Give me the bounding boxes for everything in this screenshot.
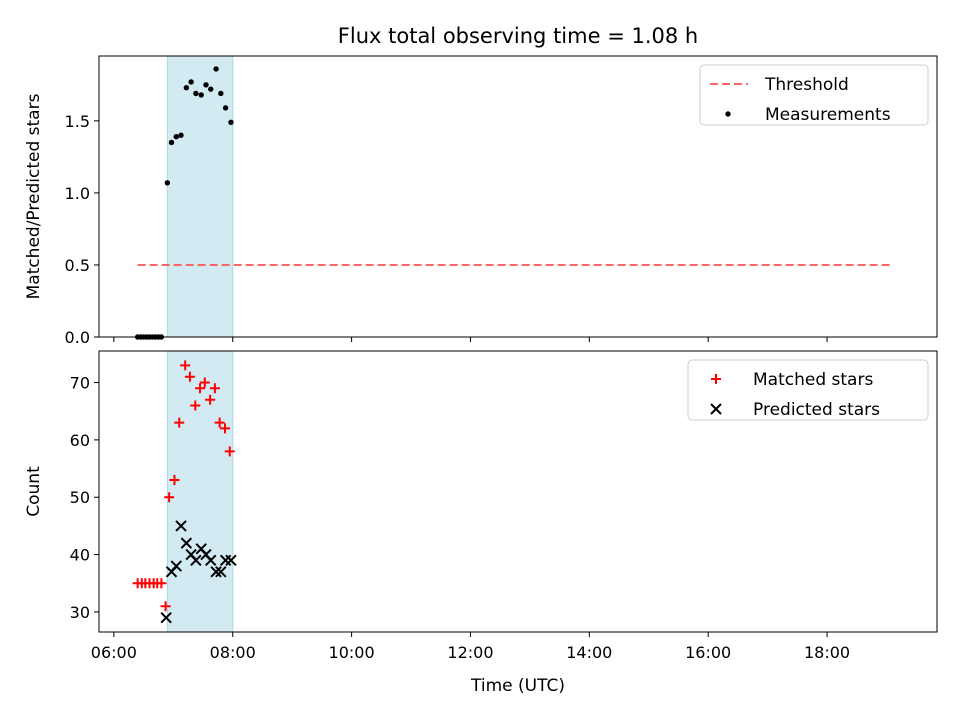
- matched-stars-point: [169, 475, 180, 486]
- top-ytick-label: 0.5: [65, 256, 90, 275]
- measurement-point: [188, 79, 194, 85]
- xtick-label: 18:00: [804, 643, 850, 662]
- predicted-stars-point: [210, 566, 222, 578]
- legend-label: Measurements: [765, 105, 891, 125]
- bottom-ytick-label: 60: [70, 431, 90, 450]
- measurement-point: [208, 86, 214, 92]
- matched-stars-point: [199, 377, 210, 388]
- bottom-panel: 30 40 50 60 70 06:00 08:00 10:00 12:00 14:00 16:00…: [70, 350, 938, 662]
- measurement-point: [218, 90, 224, 97]
- legend-measurements-handle: [725, 111, 731, 117]
- matched-stars-point: [156, 578, 167, 589]
- measurement-point: [164, 180, 171, 186]
- measurement-point: [203, 82, 209, 88]
- top-ytick-label: 1.5: [65, 112, 90, 131]
- matched-stars-point: [190, 400, 201, 411]
- bottom-ylabel: Count: [24, 466, 44, 517]
- top-legend: Threshold Measurements: [699, 64, 929, 126]
- predicted-stars-point: [205, 554, 217, 567]
- predicted-stars-point: [175, 520, 187, 532]
- bottom-axes-frame: [98, 350, 938, 633]
- top-axes-frame: [98, 55, 938, 338]
- xtick-label: 12:00: [447, 643, 493, 662]
- matched-stars-point: [205, 394, 216, 405]
- top-ytick-label: 0.0: [65, 328, 90, 347]
- matched-stars-point: [160, 601, 171, 612]
- top-panel: 0.0 0.5 1.0 1.5 Threshold Measurements: [65, 55, 938, 347]
- measurement-point: [213, 66, 219, 72]
- predicted-stars-point: [170, 560, 182, 572]
- x-axis-label: Time (UTC): [470, 676, 565, 696]
- bottom-ytick-label: 70: [70, 374, 90, 393]
- matched-stars-point: [219, 423, 230, 434]
- legend-label: Matched stars: [753, 370, 873, 390]
- legend-frame: [699, 64, 929, 126]
- bottom-ytick-label: 50: [70, 488, 90, 507]
- measurement-point: [173, 133, 179, 140]
- matched-stars-point: [174, 417, 185, 428]
- measurement-point: [168, 139, 175, 146]
- measurement-point: [183, 85, 190, 91]
- legend-label: Threshold: [764, 75, 849, 95]
- predicted-stars-point: [180, 537, 193, 549]
- matched-stars-point: [164, 492, 175, 503]
- xtick-label: 06:00: [91, 643, 137, 662]
- bottom-legend: Matched stars Predicted stars: [687, 359, 929, 421]
- measurement-point: [178, 132, 184, 138]
- measurement-point: [228, 119, 234, 125]
- top-ytick-label: 1.0: [65, 184, 90, 203]
- top-shaded-span: [166, 55, 234, 338]
- matched-stars-point: [224, 446, 235, 457]
- measurement-point: [198, 92, 204, 98]
- predicted-stars-point: [190, 554, 202, 567]
- figure-title: Flux total observing time = 1.08 h: [338, 24, 698, 48]
- xtick-label: 10:00: [329, 643, 375, 662]
- xtick-label: 16:00: [685, 643, 731, 662]
- xtick-label: 14:00: [566, 643, 612, 662]
- legend-frame: [687, 359, 929, 421]
- predicted-stars-point: [160, 611, 172, 624]
- bottom-ytick-label: 40: [70, 546, 90, 565]
- matched-stars-point: [180, 360, 191, 371]
- legend-label: Predicted stars: [753, 400, 880, 420]
- matched-stars-point: [184, 371, 195, 382]
- matched-stars-point: [214, 417, 225, 428]
- predicted-stars-point: [225, 554, 237, 567]
- predicted-stars-point: [215, 566, 227, 578]
- top-ylabel: Matched/Predicted stars: [24, 93, 44, 299]
- measurement-point: [222, 105, 229, 111]
- legend-predicted-handle: [710, 403, 722, 415]
- xtick-label: 08:00: [210, 643, 256, 662]
- matched-stars-point: [195, 383, 206, 394]
- legend-matched-handle: [711, 374, 721, 384]
- measurement-point: [193, 90, 199, 97]
- bottom-ytick-label: 30: [70, 603, 90, 622]
- matched-stars-point: [209, 383, 220, 394]
